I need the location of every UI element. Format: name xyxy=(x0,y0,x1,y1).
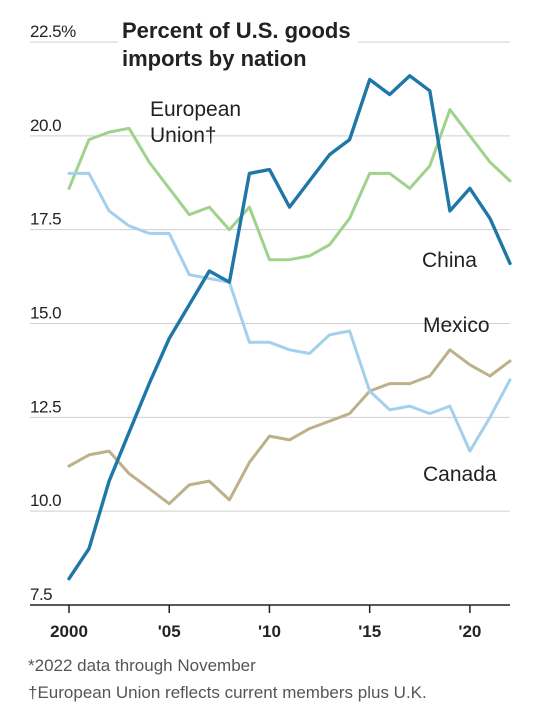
footnote-2022: *2022 data through November xyxy=(28,656,256,675)
x-tick-label: '10 xyxy=(258,622,281,641)
series-line-european-union xyxy=(67,108,512,262)
series-line-canada xyxy=(67,171,512,453)
y-tick-label: 7.5 xyxy=(30,585,52,604)
series-label-european-union: European xyxy=(150,98,241,121)
series-line-china xyxy=(67,74,512,581)
series-label-china: China xyxy=(422,249,477,272)
series-label-european-union: Union† xyxy=(150,124,217,147)
series-label-canada: Canada xyxy=(423,463,497,486)
x-tick-label: '05 xyxy=(158,622,181,641)
title-line-1: Percent of U.S. goods xyxy=(122,18,351,43)
series-lines xyxy=(67,74,512,581)
x-tick-label: 2000 xyxy=(50,622,88,641)
series-line-mexico xyxy=(67,348,512,506)
title-line-2: imports by nation xyxy=(122,46,307,71)
y-tick-label: 12.5 xyxy=(30,397,61,416)
series-labels: China Mexico European Union† Canada xyxy=(150,98,497,486)
series-label-mexico: Mexico xyxy=(423,314,490,337)
x-tick-label: '15 xyxy=(358,622,381,641)
chart-title: Percent of U.S. goods imports by nation xyxy=(118,12,358,74)
x-tick-label: '20 xyxy=(458,622,481,641)
y-tick-label: 20.0 xyxy=(30,116,61,135)
y-tick-label: 10.0 xyxy=(30,491,61,510)
axes: 22.5% 20.0 17.5 15.0 12.5 10.0 7.5 2000 '05 '10 '1… xyxy=(30,22,481,641)
footnote-eu: †European Union reflects current members… xyxy=(28,683,427,702)
y-tick-label: 17.5 xyxy=(30,210,61,229)
y-tick-label: 22.5% xyxy=(30,22,76,41)
y-tick-label: 15.0 xyxy=(30,304,61,323)
